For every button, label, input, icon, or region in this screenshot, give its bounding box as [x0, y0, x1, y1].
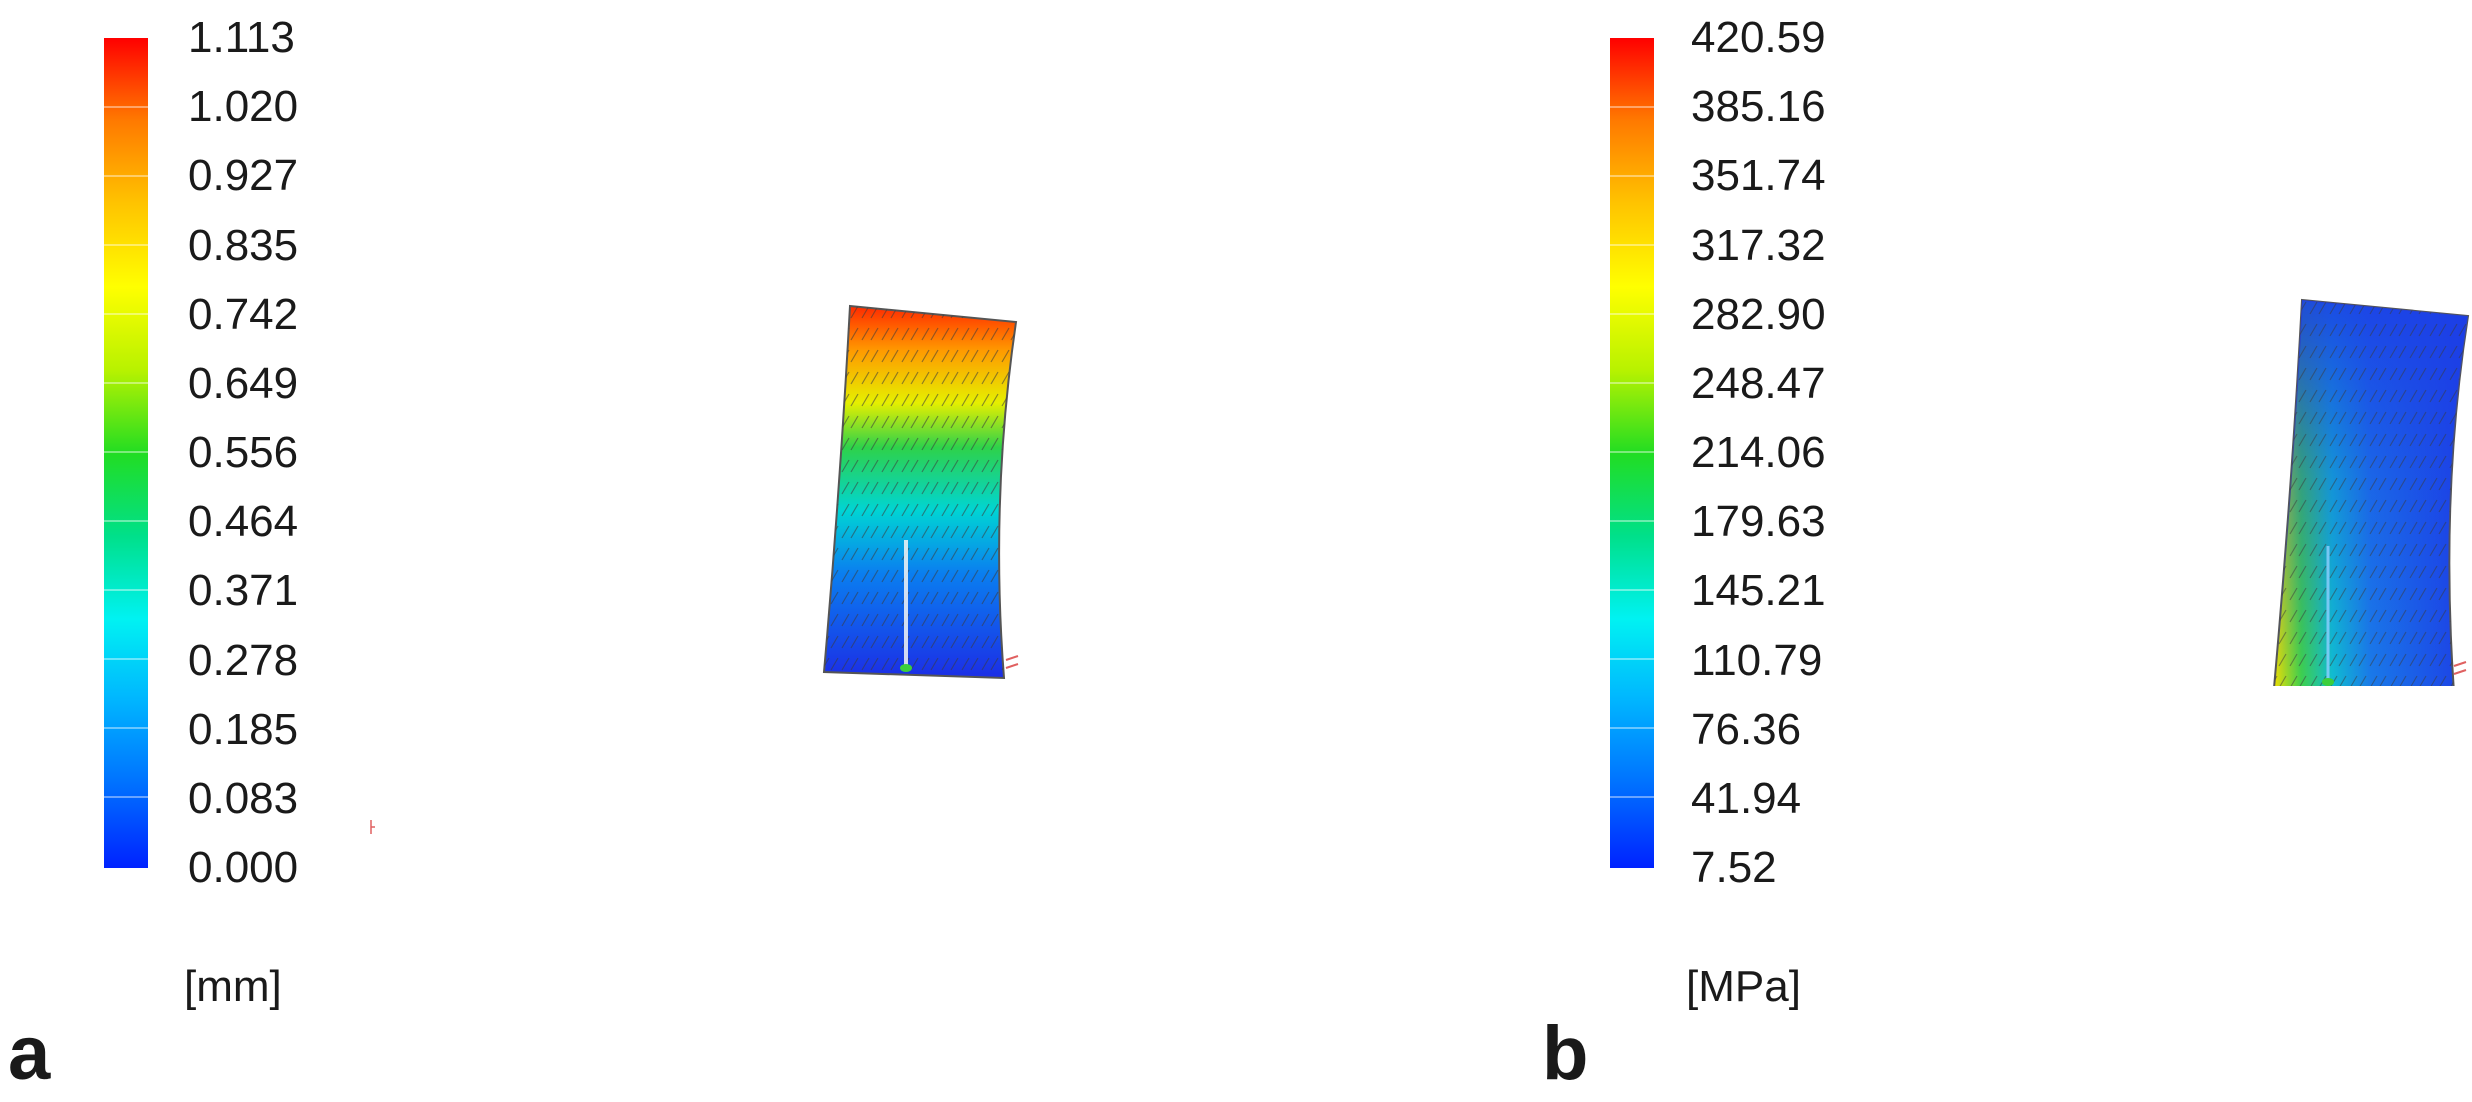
tick-label: 0.742: [188, 289, 299, 339]
tick-label: 0.649: [188, 358, 299, 408]
tick-label: 145.21: [1691, 566, 1826, 616]
tick-label: 385.16: [1691, 82, 1826, 132]
tick-label: 41.94: [1691, 773, 1802, 823]
tick-label: 0.371: [188, 566, 299, 616]
tick-label: 0.000: [188, 843, 299, 892]
tick-label: 248.47: [1691, 358, 1826, 408]
colorbar-b: [1610, 38, 1654, 868]
tick-label: 0.927: [188, 151, 299, 201]
tick-label: 7.52: [1691, 843, 1777, 892]
tick-label: 76.36: [1691, 704, 1802, 754]
tick-label: 0.464: [188, 497, 299, 547]
unit-label-b: [MPa]: [1686, 962, 1801, 1011]
tick-label: 317.32: [1691, 220, 1826, 270]
colorbar-a: [104, 38, 148, 868]
tick-label: 110.79: [1691, 635, 1823, 685]
unit-label-a: [mm]: [184, 962, 282, 1011]
tick-label: 1.020: [188, 82, 299, 132]
deformation-model: [822, 304, 1019, 680]
tick-label: 0.083: [188, 773, 299, 823]
tick-label: 1.113: [188, 13, 295, 62]
tick-label: 214.06: [1691, 428, 1826, 477]
tick-label: 0.556: [188, 428, 299, 477]
stress-model: [2273, 298, 2470, 686]
tick-label: 0.278: [188, 635, 299, 685]
panel-a: 1.113 1.020 0.927 0.835 0.742 0.649 0.55…: [8, 16, 1019, 1096]
panel-letter-b: b: [1542, 1011, 1589, 1096]
tick-label: 351.74: [1691, 151, 1826, 201]
origin-marker: [370, 820, 375, 834]
tick-label: 420.59: [1691, 13, 1826, 62]
tick-label: 179.63: [1691, 497, 1826, 547]
tick-label: 0.835: [188, 220, 299, 270]
colorbar-b-ticks: 420.59 385.16 351.74 317.32 282.90 248.4…: [1691, 16, 1951, 890]
colorbar-a-ticks: 1.113 1.020 0.927 0.835 0.742 0.649 0.55…: [188, 16, 448, 890]
tick-label: 0.185: [188, 704, 299, 754]
panel-b: 420.59 385.16 351.74 317.32 282.90 248.4…: [1236, 0, 2472, 1102]
panel-letter-a: a: [8, 1011, 51, 1096]
tick-label: 282.90: [1691, 289, 1826, 339]
